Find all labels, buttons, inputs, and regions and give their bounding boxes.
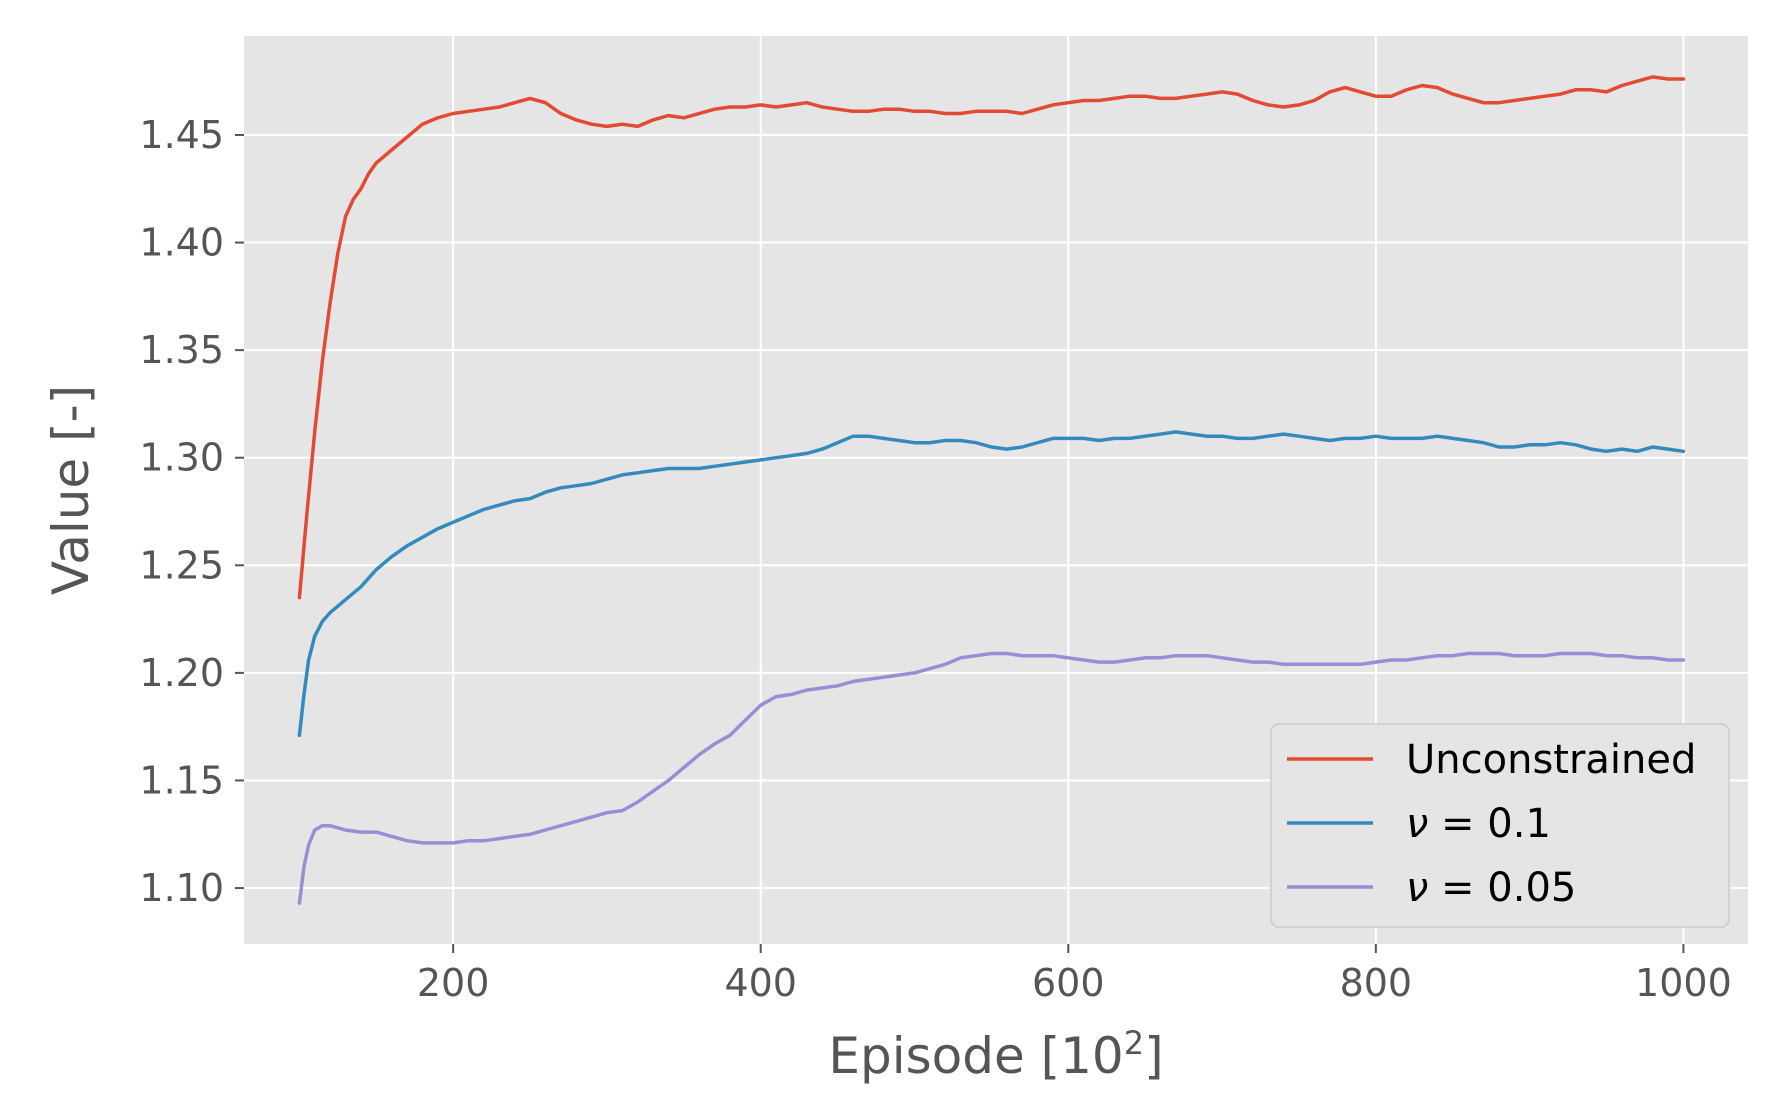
x-tick-label: 600 (1032, 961, 1105, 1005)
y-tick-label: 1.25 (139, 543, 224, 587)
series-line-2 (297, 651, 1686, 905)
legend-label-unconstrained: Unconstrained (1406, 737, 1696, 783)
axis-ticks: 200 400 600 800 1000 1.10 1.15 1.20 1.25 1.30 1.35… (139, 113, 1731, 1005)
y-tick-label: 1.35 (139, 328, 224, 372)
x-tick-label: 800 (1340, 961, 1413, 1005)
legend-label-nu-0.1-var: ν (1406, 801, 1428, 847)
legend-label-nu-0.05-rest: = 0.05 (1428, 865, 1576, 911)
series-line-0 (297, 75, 1686, 600)
y-tick-label: 1.15 (139, 758, 224, 802)
x-tick-label: 1000 (1635, 961, 1732, 1005)
y-tick-label: 1.30 (139, 436, 224, 480)
x-axis-title-main: Episode [10 (828, 1027, 1123, 1085)
x-axis-title: Episode [102] (828, 1024, 1163, 1085)
y-tick-label: 1.10 (139, 866, 224, 910)
y-tick-label: 1.20 (139, 651, 224, 695)
x-tick-label: 400 (724, 961, 797, 1005)
y-tick-label: 1.40 (139, 221, 224, 265)
legend-label-nu-0.05: ν = 0.05 (1406, 865, 1576, 911)
series-line-1 (297, 430, 1686, 738)
legend: Unconstrained ν = 0.1 ν = 0.05 (1270, 723, 1730, 928)
legend-label-nu-0.1-rest: = 0.1 (1428, 801, 1551, 847)
y-axis-title: Value [-] (42, 385, 100, 595)
x-axis-title-end: ] (1144, 1027, 1164, 1085)
x-axis-title-exponent: 2 (1124, 1024, 1144, 1062)
legend-box (1270, 723, 1730, 928)
y-tick-label: 1.45 (139, 113, 224, 157)
legend-label-nu-0.05-var: ν (1406, 865, 1428, 911)
series-lines (297, 75, 1686, 905)
legend-label-nu-0.1: ν = 0.1 (1406, 801, 1551, 847)
x-tick-label: 200 (417, 961, 490, 1005)
